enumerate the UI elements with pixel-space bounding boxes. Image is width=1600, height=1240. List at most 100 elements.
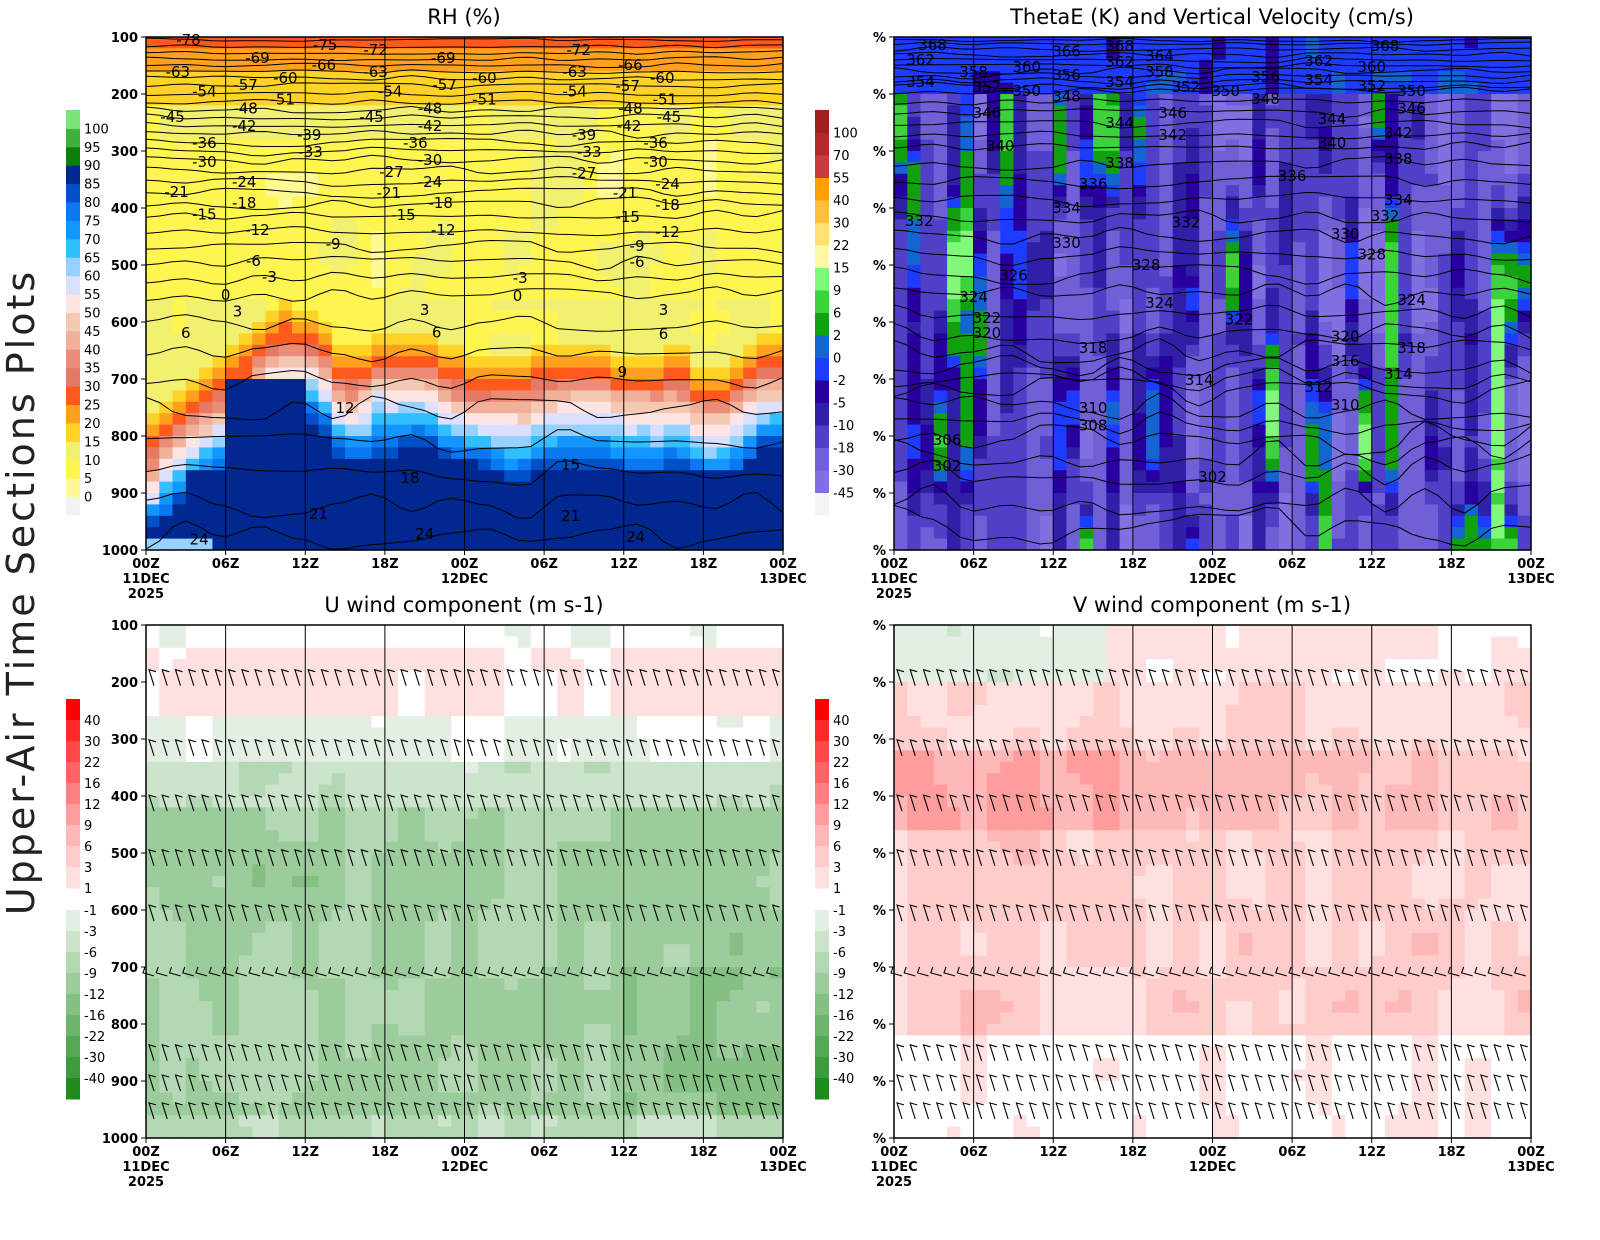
field-cell (265, 185, 279, 197)
field-cell (921, 299, 935, 311)
field-cell (1385, 527, 1399, 539)
field-cell (478, 345, 492, 357)
field-cell (664, 37, 678, 49)
field-cell (239, 322, 253, 334)
field-cell (345, 470, 359, 482)
field-cell (597, 436, 611, 448)
field-cell (411, 425, 425, 437)
field-cell (1120, 390, 1134, 402)
field-cell (1133, 197, 1147, 209)
field-cell (717, 333, 731, 345)
field-cell (491, 356, 505, 368)
field-cell (1305, 231, 1319, 243)
field-cell (1505, 539, 1519, 551)
colorbar-label: -30 (833, 464, 854, 479)
field-cell (597, 356, 611, 368)
field-cell (292, 425, 306, 437)
field-cell (186, 470, 200, 482)
field-cell (894, 333, 908, 345)
contour-label: 0 (513, 287, 523, 305)
field-cell (518, 60, 532, 72)
field-cell (1518, 151, 1532, 163)
field-cell (1159, 436, 1173, 448)
field-cell (159, 933, 173, 945)
field-cell (1093, 231, 1107, 243)
field-cell (252, 447, 266, 459)
field-cell (146, 470, 160, 482)
field-cell (173, 785, 187, 797)
field-cell (146, 705, 160, 717)
field-cell (358, 128, 372, 140)
contour-label: -78 (176, 31, 201, 49)
field-cell (451, 390, 465, 402)
field-cell (1040, 185, 1054, 197)
field-cell (398, 242, 412, 254)
field-cell (332, 527, 346, 539)
field-cell (730, 390, 744, 402)
field-cell (531, 459, 545, 471)
field-cell (438, 288, 452, 300)
field-cell (677, 516, 691, 528)
field-cell (1226, 174, 1240, 186)
field-cell (372, 299, 386, 311)
field-cell (518, 504, 532, 516)
field-cell (173, 933, 187, 945)
field-cell (345, 333, 359, 345)
y-tick-label: % (873, 544, 886, 559)
field-cell (743, 174, 757, 186)
field-cell (478, 288, 492, 300)
field-cell (173, 504, 187, 516)
field-cell (1345, 299, 1359, 311)
field-cell (159, 265, 173, 277)
field-cell (1133, 276, 1147, 288)
field-cell (1359, 276, 1373, 288)
field-cell (1040, 425, 1054, 437)
thetae-title: ThetaE (K) and Vertical Velocity (cm/s) (1009, 5, 1414, 29)
field-cell (186, 368, 200, 380)
field-cell (504, 128, 518, 140)
field-cell (518, 402, 532, 414)
field-cell (212, 493, 226, 505)
field-cell (531, 425, 545, 437)
field-cell (305, 470, 319, 482)
field-cell (1478, 219, 1492, 231)
field-cell (478, 413, 492, 425)
field-cell (292, 345, 306, 357)
field-cell (1438, 527, 1452, 539)
field-cell (1345, 482, 1359, 494)
field-cell (292, 539, 306, 551)
field-cell (1053, 345, 1067, 357)
field-cell (1213, 402, 1227, 414)
field-cell (478, 402, 492, 414)
field-cell (199, 887, 213, 899)
field-cell (624, 425, 638, 437)
field-cell (385, 390, 399, 402)
field-cell (358, 311, 372, 323)
field-cell (624, 402, 638, 414)
contour-label: 334 (1052, 199, 1081, 217)
contour-label: 338 (1105, 154, 1134, 172)
field-cell (1013, 447, 1027, 459)
field-cell (1359, 231, 1373, 243)
field-cell (1305, 254, 1319, 266)
field-cell (757, 174, 771, 186)
field-cell (1067, 436, 1081, 448)
colorbar-swatch (66, 110, 80, 129)
field-cell (1438, 345, 1452, 357)
field-cell (1385, 539, 1399, 551)
colorbar-swatch (66, 147, 80, 166)
field-cell (1199, 527, 1213, 539)
field-cell (677, 71, 691, 83)
field-cell (1159, 459, 1173, 471)
field-cell (531, 162, 545, 174)
field-cell (1093, 516, 1107, 528)
field-cell (319, 333, 333, 345)
field-cell (186, 978, 200, 990)
field-cell (504, 470, 518, 482)
field-cell (1093, 459, 1107, 471)
field-cell (1372, 94, 1386, 106)
field-cell (518, 482, 532, 494)
field-cell (960, 197, 974, 209)
field-cell (934, 539, 948, 551)
field-cell (1305, 288, 1319, 300)
